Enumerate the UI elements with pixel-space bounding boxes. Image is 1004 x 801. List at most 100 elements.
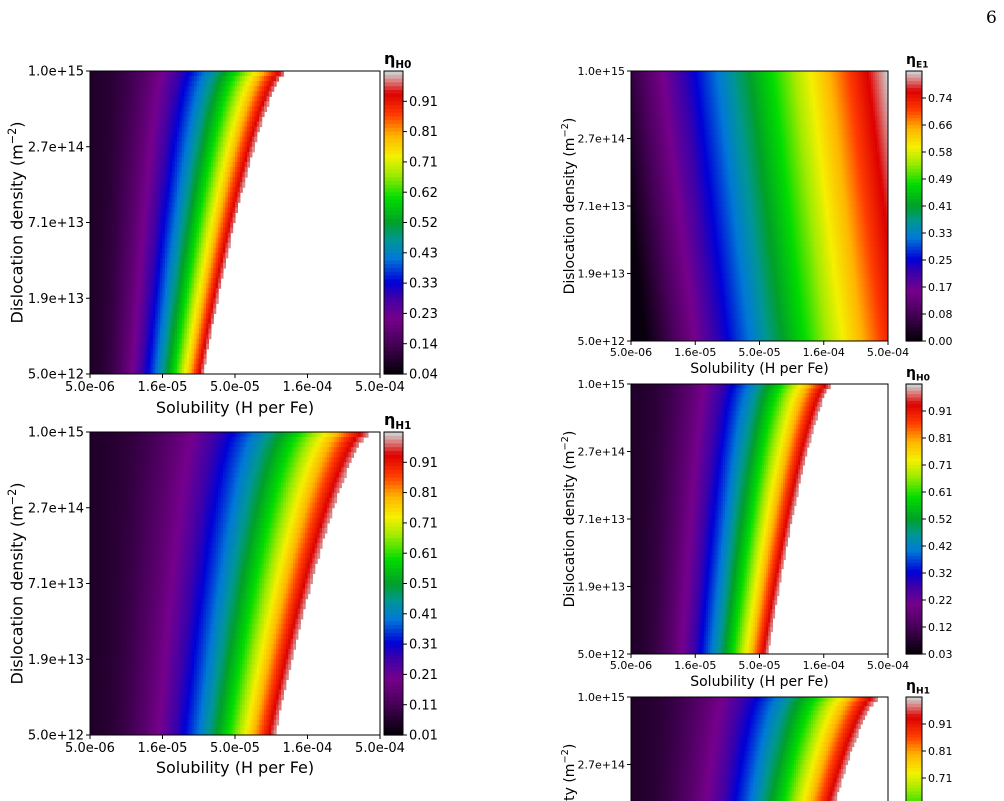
x-axis-label: Solubility (H per Fe) <box>156 398 314 417</box>
colorbar-tick-label: 0.23 <box>409 307 438 322</box>
colorbar-label: ηH0 <box>906 365 930 384</box>
colorbar-tick-label: 0.12 <box>928 621 953 634</box>
colorbar-tick-label: 0.81 <box>409 125 438 140</box>
colorbar-tick-label: 0.81 <box>928 745 953 758</box>
colorbar-tick-label: 0.81 <box>409 486 438 501</box>
y-tick-label: 2.7e+14 <box>578 445 625 458</box>
colorbar-tick-label: 0.33 <box>928 227 953 240</box>
heatmap-panel: 5.0e-06 1.6e-05 5.0e-05 1.6e-04 5.0e-04 1.0e+… <box>560 52 952 377</box>
x-axis-label: Solubility (H per Fe) <box>690 361 829 377</box>
x-tick-label: 1.6e-04 <box>803 659 845 672</box>
y-tick-label: 7.1e+13 <box>28 577 84 592</box>
colorbar-tick-label: 0.52 <box>409 216 438 231</box>
colorbar-tick-label: 0.03 <box>928 648 953 661</box>
x-tick-label: 1.6e-04 <box>283 380 333 395</box>
y-tick-label: 1.0e+15 <box>578 65 625 78</box>
colorbar-tick-label: 0.00 <box>928 335 953 348</box>
colorbar-tick-label: 0.17 <box>928 281 953 294</box>
colorbar-tick-label: 0.08 <box>928 308 953 321</box>
y-tick-label: 1.9e+13 <box>28 292 84 307</box>
x-tick-label: 5.0e-06 <box>610 659 652 672</box>
colorbar: 0.74 0.66 0.58 0.49 0.41 0.33 0.25 0.17 0.08 0.00… <box>905 52 953 348</box>
colorbar-tick-label: 0.41 <box>409 607 438 622</box>
colorbar-tick-label: 0.25 <box>928 254 953 267</box>
colorbar-tick-label: 0.49 <box>928 173 953 186</box>
y-tick-label: 2.7e+14 <box>578 132 625 145</box>
y-tick-label: 1.0e+15 <box>578 691 625 704</box>
heatmap-field <box>90 432 369 735</box>
y-tick-label: 2.7e+14 <box>28 140 84 155</box>
colorbar-tick-label: 0.21 <box>409 668 438 683</box>
colorbar-tick-label: 0.58 <box>928 146 953 159</box>
colorbar-label: ηH1 <box>906 678 930 697</box>
heatmap-panel: 5.0e-06 1.6e-05 5.0e-05 1.6e-04 5.0e-04 1.0e+… <box>6 49 438 417</box>
y-tick-label: 5.0e+12 <box>28 729 84 744</box>
heatmap-panel: 5.0e-06 1.6e-05 5.0e-05 1.6e-04 5.0e-04 1.0e+… <box>6 410 438 777</box>
colorbar-tick-label: 0.74 <box>928 92 953 105</box>
y-tick-label: 1.0e+15 <box>578 378 625 391</box>
colorbar-tick-label: 0.61 <box>928 486 953 499</box>
colorbar-tick-label: 0.04 <box>409 368 438 383</box>
y-axis-label: Dislocation density (m−2) <box>6 483 26 685</box>
colorbar-tick-label: 0.31 <box>409 638 438 653</box>
x-tick-label: 5.0e-05 <box>210 380 260 395</box>
colorbar: 0.91 0.81 0.71 0.61 0.51 0.41 0.31 0.21 0.11 0.01… <box>383 410 438 744</box>
colorbar-tick-label: 0.91 <box>928 405 953 418</box>
colorbar-tick-label: 0.62 <box>409 186 438 201</box>
page-number: 6 <box>986 8 997 28</box>
colorbar-tick-label: 0.71 <box>409 516 438 531</box>
x-tick-label: 5.0e-06 <box>65 380 115 395</box>
y-tick-label: 7.1e+13 <box>578 200 625 213</box>
x-tick-label: 1.6e-05 <box>674 659 716 672</box>
x-tick-label: 5.0e-05 <box>738 659 780 672</box>
x-tick-label: 1.6e-05 <box>138 741 188 756</box>
x-tick-label: 1.6e-04 <box>803 346 845 359</box>
colorbar-tick-label: 0.71 <box>928 772 953 785</box>
y-axis-label: Dislocation density (m−2) <box>560 744 578 801</box>
y-tick-label: 1.9e+13 <box>578 580 625 593</box>
colorbar-tick-label: 0.42 <box>928 540 953 553</box>
x-axis-label: Solubility (H per Fe) <box>156 758 314 777</box>
x-tick-label: 5.0e-04 <box>867 659 909 672</box>
x-tick-label: 1.6e-05 <box>674 346 716 359</box>
colorbar-label: ηH1 <box>384 410 411 432</box>
y-axis-label: Dislocation density (m−2) <box>560 431 578 608</box>
colorbar-tick-label: 0.14 <box>409 337 438 352</box>
colorbar-label: ηH0 <box>384 49 411 71</box>
colorbar-tick-label: 0.91 <box>409 95 438 110</box>
x-axis-label: Solubility (H per Fe) <box>690 674 829 690</box>
colorbar-tick-label: 0.22 <box>928 594 953 607</box>
heatmap-panel: 5.0e-06 1.6e-05 5.0e-05 1.6e-04 5.0e-04 1.0e+… <box>560 365 952 690</box>
x-tick-label: 5.0e-04 <box>867 346 909 359</box>
colorbar: 0.91 0.81 0.71 0.61 0.52 0.42 0.32 0.22 0.12 0.03… <box>905 365 953 661</box>
x-tick-label: 5.0e-05 <box>738 346 780 359</box>
y-tick-label: 2.7e+14 <box>578 758 625 771</box>
y-tick-label: 5.0e+12 <box>28 368 84 383</box>
x-tick-label: 5.0e-04 <box>355 741 405 756</box>
y-tick-label: 7.1e+13 <box>578 513 625 526</box>
colorbar-tick-label: 0.11 <box>409 698 438 713</box>
x-tick-label: 5.0e-06 <box>65 741 115 756</box>
y-axis-label: Dislocation density (m−2) <box>560 118 578 295</box>
colorbar-tick-label: 0.52 <box>928 513 953 526</box>
y-tick-label: 5.0e+12 <box>578 648 625 661</box>
colorbar-tick-label: 0.32 <box>928 567 953 580</box>
x-tick-label: 1.6e-05 <box>138 380 188 395</box>
colorbar-frame <box>905 696 923 801</box>
colorbar-tick-label: 0.51 <box>409 577 438 592</box>
colorbar-label: ηE1 <box>906 52 929 71</box>
colorbar-tick-label: 0.71 <box>409 155 438 170</box>
plot-frame <box>630 696 889 801</box>
y-tick-label: 1.0e+15 <box>28 65 84 80</box>
x-tick-label: 5.0e-05 <box>210 741 260 756</box>
x-tick-label: 1.6e-04 <box>283 741 333 756</box>
colorbar-tick-label: 0.91 <box>409 456 438 471</box>
colorbar-tick-label: 0.81 <box>928 432 953 445</box>
heatmap-field <box>90 71 284 374</box>
heatmap-field <box>631 71 888 341</box>
colorbar-tick-label: 0.61 <box>409 547 438 562</box>
colorbar-tick-label: 0.01 <box>409 729 438 744</box>
colorbar-tick-label: 0.66 <box>928 119 953 132</box>
y-tick-label: 5.0e+12 <box>578 335 625 348</box>
